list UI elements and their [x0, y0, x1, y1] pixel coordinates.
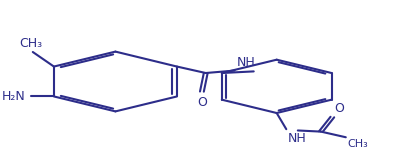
Text: NH: NH [236, 56, 255, 69]
Text: O: O [196, 96, 206, 109]
Text: H₂N: H₂N [1, 90, 25, 103]
Text: CH₃: CH₃ [19, 37, 43, 50]
Text: O: O [333, 102, 343, 115]
Text: CH₃: CH₃ [347, 139, 368, 149]
Text: NH: NH [288, 132, 306, 145]
